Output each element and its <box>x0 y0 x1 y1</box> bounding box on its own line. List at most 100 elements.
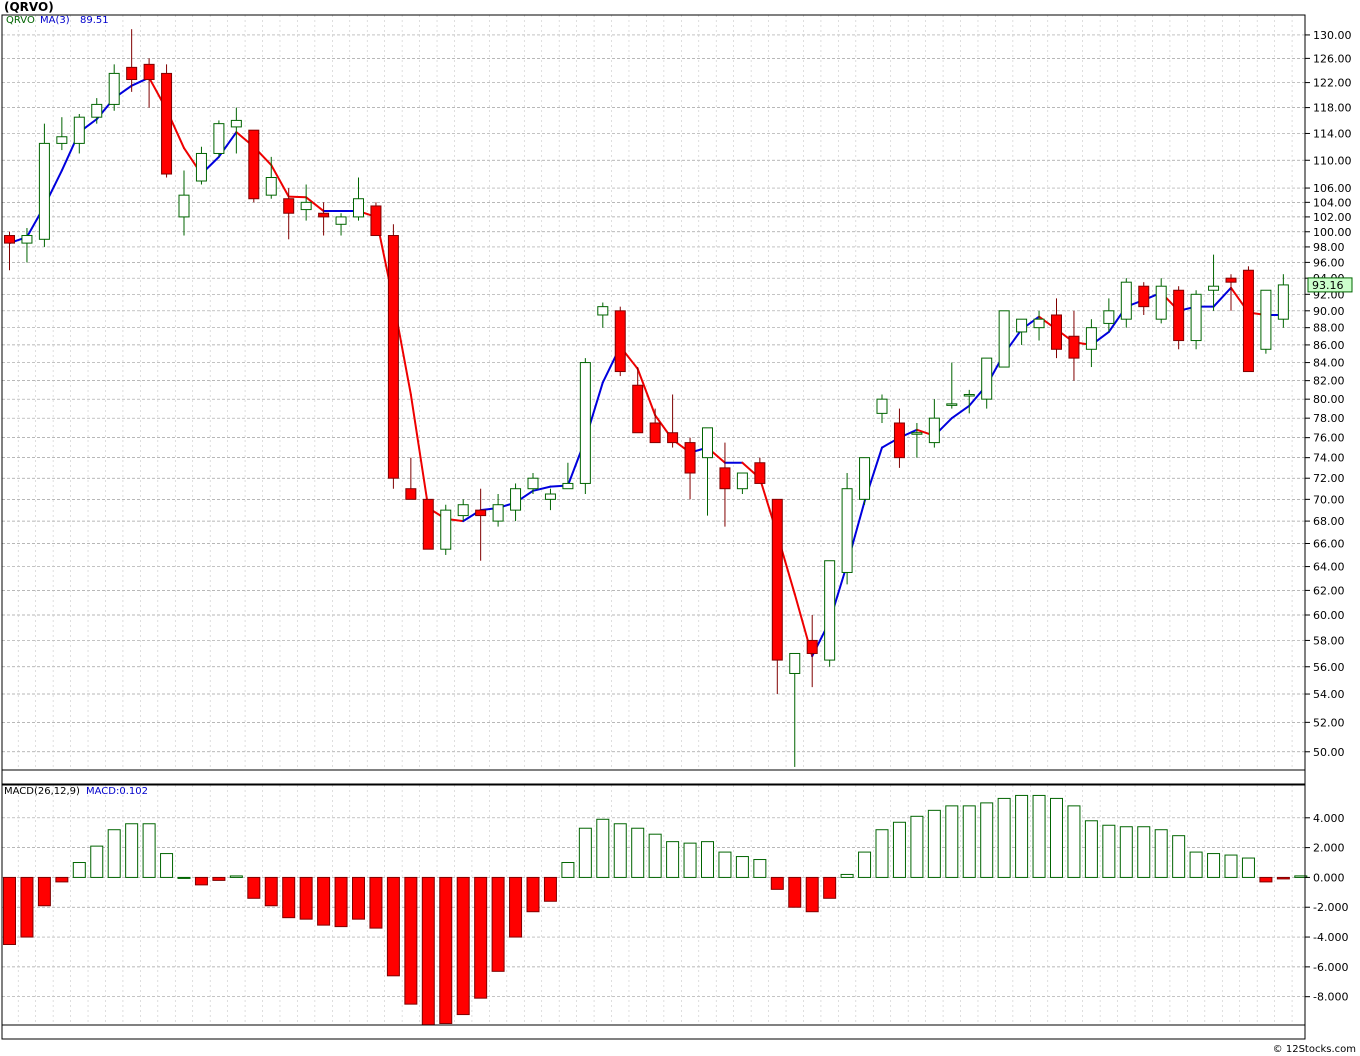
candle-body <box>702 427 713 459</box>
price-tick-label: 110.00 <box>1313 154 1352 167</box>
candle-body <box>579 362 591 484</box>
macd-bar <box>858 851 872 878</box>
ma-segment <box>305 196 325 213</box>
macd-bar <box>1189 851 1203 878</box>
macd-bar <box>282 876 296 919</box>
price-tick-label: 50.00 <box>1313 746 1345 759</box>
legend-ma-label: MA(3) <box>40 15 70 26</box>
macd-bar <box>37 876 51 907</box>
candle-body <box>405 488 417 500</box>
candle-body <box>1155 285 1167 320</box>
candle-body <box>143 63 155 81</box>
candle-body <box>335 216 347 225</box>
candle-body <box>1173 289 1185 342</box>
candle-body <box>56 136 68 144</box>
macd-bar <box>892 821 906 878</box>
macd-bar <box>421 876 435 1026</box>
candle-body <box>1085 327 1097 350</box>
macd-bar <box>1137 826 1151 878</box>
candle-body <box>893 422 905 459</box>
ma-segment <box>636 367 657 417</box>
price-tick-label: 60.00 <box>1313 609 1345 622</box>
candle-body <box>475 509 487 517</box>
ma-segment <box>287 195 308 199</box>
candle-body <box>440 509 452 550</box>
macd-bar <box>1032 794 1046 878</box>
candle-body <box>213 123 225 154</box>
candle-body <box>667 432 679 444</box>
price-tick-label: 118.00 <box>1313 102 1352 115</box>
macd-pane-frame <box>1 784 1306 1026</box>
macd-bar <box>317 876 331 926</box>
last-price-label: 93.16 <box>1312 279 1344 292</box>
candle-body <box>562 482 574 490</box>
price-tick-label: 76.00 <box>1313 432 1345 445</box>
macd-bar <box>404 876 418 1005</box>
candle-body <box>1208 285 1220 291</box>
candle-body <box>963 393 975 397</box>
macd-bar <box>561 862 575 878</box>
macd-bar <box>369 876 383 929</box>
macd-bar <box>229 875 243 878</box>
candle-body <box>161 72 173 175</box>
macd-tick-label: -6.000 <box>1313 961 1348 974</box>
candle-body <box>1120 281 1132 320</box>
macd-bar <box>55 876 69 883</box>
macd-bar <box>334 876 348 928</box>
macd-bar <box>945 805 959 878</box>
candle-body <box>230 119 242 128</box>
candle-body <box>754 462 766 484</box>
candle-body <box>178 194 190 218</box>
candle-body <box>1260 289 1272 350</box>
macd-legend: MACD(26,12,9) <box>4 786 80 797</box>
macd-bar <box>1172 835 1186 878</box>
price-tick-label: 88.00 <box>1313 322 1345 335</box>
axis-layer: 130.00 126.00 122.00 118.00 114.00 110.00 106.… <box>17 29 1353 1039</box>
price-tick-label: 102.00 <box>1313 211 1352 224</box>
price-tick-label: 114.00 <box>1313 127 1352 140</box>
candle-body <box>300 201 312 211</box>
price-tick-label: 78.00 <box>1313 412 1345 425</box>
macd-histogram-layer <box>3 794 1308 1026</box>
macd-tick-label: 0.000 <box>1313 871 1345 884</box>
macd-bar <box>875 829 889 878</box>
candle-body <box>510 488 522 511</box>
candle-body <box>1068 335 1080 359</box>
macd-bar <box>631 827 645 878</box>
price-tick-label: 126.00 <box>1313 52 1352 65</box>
candle-body <box>195 152 207 182</box>
candle-body <box>1225 277 1237 283</box>
candle-body <box>38 142 50 240</box>
candle-body <box>614 310 626 373</box>
macd-bar <box>1294 875 1308 878</box>
candle-body <box>1242 269 1254 373</box>
macd-bar <box>805 876 819 913</box>
candle-body <box>946 403 958 406</box>
candle-body <box>841 488 853 573</box>
candle-body <box>876 398 888 414</box>
legend-symbol: QRVO <box>6 15 35 26</box>
candle-body <box>771 498 783 661</box>
price-tick-label: 66.00 <box>1313 537 1345 550</box>
macd-value-label: MACD:0.102 <box>86 786 148 797</box>
macd-bar <box>788 876 802 908</box>
candle-body <box>859 457 871 500</box>
candle-body <box>911 432 923 435</box>
candle-body <box>1277 284 1289 320</box>
ma-segment <box>950 404 971 420</box>
price-tick-label: 98.00 <box>1313 241 1345 254</box>
candle-body <box>1103 310 1115 324</box>
macd-tick-label: 4.000 <box>1313 812 1345 825</box>
price-tick-label: 70.00 <box>1313 493 1345 506</box>
macd-bar <box>526 876 540 913</box>
candle-body <box>981 357 993 400</box>
chart-title: (QRVO) <box>4 0 54 14</box>
price-tick-label: 74.00 <box>1313 452 1345 465</box>
macd-bar <box>509 876 523 938</box>
macd-bar <box>1102 824 1116 878</box>
price-tick-label: 86.00 <box>1313 339 1345 352</box>
candle-body <box>806 639 818 654</box>
frame-layer <box>1 14 1306 1040</box>
candle-body <box>387 235 399 479</box>
candle-body <box>684 442 696 474</box>
